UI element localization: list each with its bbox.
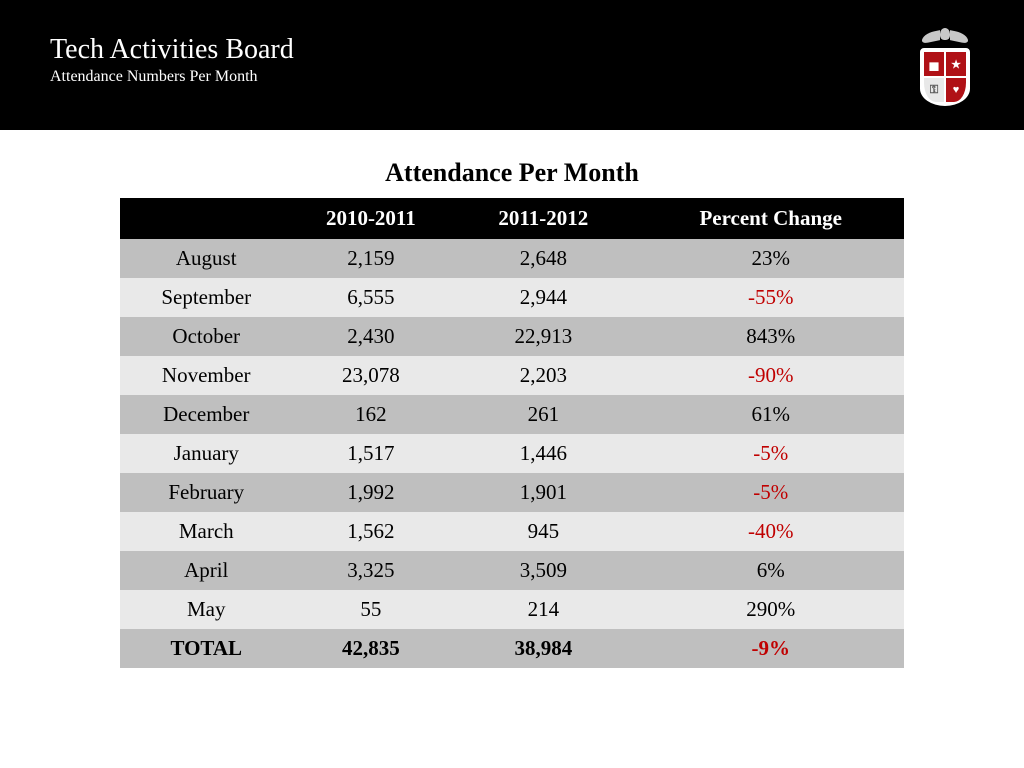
table-title: Attendance Per Month bbox=[120, 158, 904, 188]
table-row: September6,5552,944-55% bbox=[120, 278, 904, 317]
cell-month: February bbox=[120, 473, 292, 512]
cell-y1: 55 bbox=[292, 590, 449, 629]
table-row: April3,3253,5096% bbox=[120, 551, 904, 590]
cell-pct: 843% bbox=[637, 317, 904, 356]
cell-y1: 2,430 bbox=[292, 317, 449, 356]
table-row: October2,43022,913843% bbox=[120, 317, 904, 356]
cell-pct: -55% bbox=[637, 278, 904, 317]
cell-y2: 945 bbox=[449, 512, 637, 551]
table-row: May55214290% bbox=[120, 590, 904, 629]
cell-y2: 22,913 bbox=[449, 317, 637, 356]
cell-y1: 23,078 bbox=[292, 356, 449, 395]
cell-total-y1: 42,835 bbox=[292, 629, 449, 668]
cell-month: March bbox=[120, 512, 292, 551]
slide-header: Tech Activities Board Attendance Numbers… bbox=[0, 0, 1024, 130]
cell-y1: 1,517 bbox=[292, 434, 449, 473]
col-year1: 2010-2011 bbox=[292, 198, 449, 239]
cell-month: April bbox=[120, 551, 292, 590]
attendance-table: 2010-2011 2011-2012 Percent Change Augus… bbox=[120, 198, 904, 668]
shield-icon: ▅ ★ ⚿ ♥ bbox=[920, 48, 970, 106]
cell-month: January bbox=[120, 434, 292, 473]
table-header-row: 2010-2011 2011-2012 Percent Change bbox=[120, 198, 904, 239]
cell-y2: 1,446 bbox=[449, 434, 637, 473]
content-area: Attendance Per Month 2010-2011 2011-2012… bbox=[0, 130, 1024, 668]
cell-pct: -90% bbox=[637, 356, 904, 395]
cell-pct: 23% bbox=[637, 239, 904, 278]
eagle-icon bbox=[922, 28, 968, 46]
table-row: February1,9921,901-5% bbox=[120, 473, 904, 512]
cell-y2: 3,509 bbox=[449, 551, 637, 590]
cell-y1: 6,555 bbox=[292, 278, 449, 317]
cell-y1: 2,159 bbox=[292, 239, 449, 278]
cell-total-pct: -9% bbox=[637, 629, 904, 668]
cell-month: August bbox=[120, 239, 292, 278]
cell-pct: -40% bbox=[637, 512, 904, 551]
cell-pct: -5% bbox=[637, 473, 904, 512]
cell-y1: 162 bbox=[292, 395, 449, 434]
cell-y1: 3,325 bbox=[292, 551, 449, 590]
cell-month: September bbox=[120, 278, 292, 317]
cell-y1: 1,992 bbox=[292, 473, 449, 512]
col-month bbox=[120, 198, 292, 239]
cell-pct: 61% bbox=[637, 395, 904, 434]
col-year2: 2011-2012 bbox=[449, 198, 637, 239]
header-text-block: Tech Activities Board Attendance Numbers… bbox=[50, 28, 294, 86]
cell-pct: 290% bbox=[637, 590, 904, 629]
cell-total-y2: 38,984 bbox=[449, 629, 637, 668]
table-row: November23,0782,203-90% bbox=[120, 356, 904, 395]
table-row-total: TOTAL42,83538,984-9% bbox=[120, 629, 904, 668]
cell-y2: 2,648 bbox=[449, 239, 637, 278]
cell-total-label: TOTAL bbox=[120, 629, 292, 668]
cell-y2: 2,944 bbox=[449, 278, 637, 317]
cell-month: November bbox=[120, 356, 292, 395]
table-row: March1,562945-40% bbox=[120, 512, 904, 551]
cell-y2: 261 bbox=[449, 395, 637, 434]
cell-month: May bbox=[120, 590, 292, 629]
cell-y1: 1,562 bbox=[292, 512, 449, 551]
col-pct: Percent Change bbox=[637, 198, 904, 239]
table-row: January1,5171,446-5% bbox=[120, 434, 904, 473]
cell-y2: 1,901 bbox=[449, 473, 637, 512]
crest-logo: ▅ ★ ⚿ ♥ bbox=[916, 28, 974, 108]
cell-y2: 2,203 bbox=[449, 356, 637, 395]
table-row: August2,1592,64823% bbox=[120, 239, 904, 278]
table-row: December16226161% bbox=[120, 395, 904, 434]
cell-month: October bbox=[120, 317, 292, 356]
header-title: Tech Activities Board bbox=[50, 34, 294, 66]
cell-month: December bbox=[120, 395, 292, 434]
header-subtitle: Attendance Numbers Per Month bbox=[50, 68, 294, 86]
cell-pct: -5% bbox=[637, 434, 904, 473]
cell-y2: 214 bbox=[449, 590, 637, 629]
cell-pct: 6% bbox=[637, 551, 904, 590]
